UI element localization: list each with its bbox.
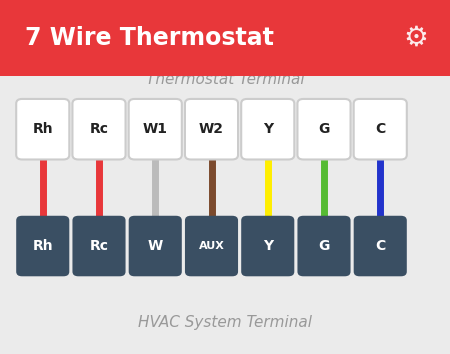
Text: Y: Y: [263, 122, 273, 136]
FancyBboxPatch shape: [297, 216, 351, 276]
Text: Y: Y: [263, 239, 273, 253]
FancyBboxPatch shape: [241, 216, 294, 276]
Text: 7 Wire Thermostat: 7 Wire Thermostat: [25, 26, 274, 50]
FancyBboxPatch shape: [16, 216, 69, 276]
FancyBboxPatch shape: [72, 99, 126, 159]
FancyBboxPatch shape: [297, 99, 351, 159]
Text: G: G: [318, 122, 330, 136]
FancyBboxPatch shape: [354, 99, 407, 159]
Text: ⚙: ⚙: [404, 24, 429, 52]
Text: Rh: Rh: [32, 122, 53, 136]
FancyBboxPatch shape: [0, 0, 450, 76]
Text: Rh: Rh: [32, 239, 53, 253]
Text: C: C: [375, 122, 385, 136]
Text: Rc: Rc: [90, 239, 108, 253]
Text: W1: W1: [143, 122, 168, 136]
FancyBboxPatch shape: [16, 99, 69, 159]
FancyBboxPatch shape: [72, 216, 126, 276]
FancyBboxPatch shape: [129, 216, 182, 276]
Text: C: C: [375, 239, 385, 253]
FancyBboxPatch shape: [354, 216, 407, 276]
Text: AUX: AUX: [198, 241, 225, 251]
FancyBboxPatch shape: [185, 216, 238, 276]
Text: Rc: Rc: [90, 122, 108, 136]
Text: W: W: [148, 239, 163, 253]
Text: HVAC System Terminal: HVAC System Terminal: [138, 315, 312, 330]
Text: W2: W2: [199, 122, 224, 136]
Text: G: G: [318, 239, 330, 253]
FancyBboxPatch shape: [129, 99, 182, 159]
Text: Thermostat Terminal: Thermostat Terminal: [146, 72, 304, 87]
FancyBboxPatch shape: [241, 99, 294, 159]
FancyBboxPatch shape: [185, 99, 238, 159]
